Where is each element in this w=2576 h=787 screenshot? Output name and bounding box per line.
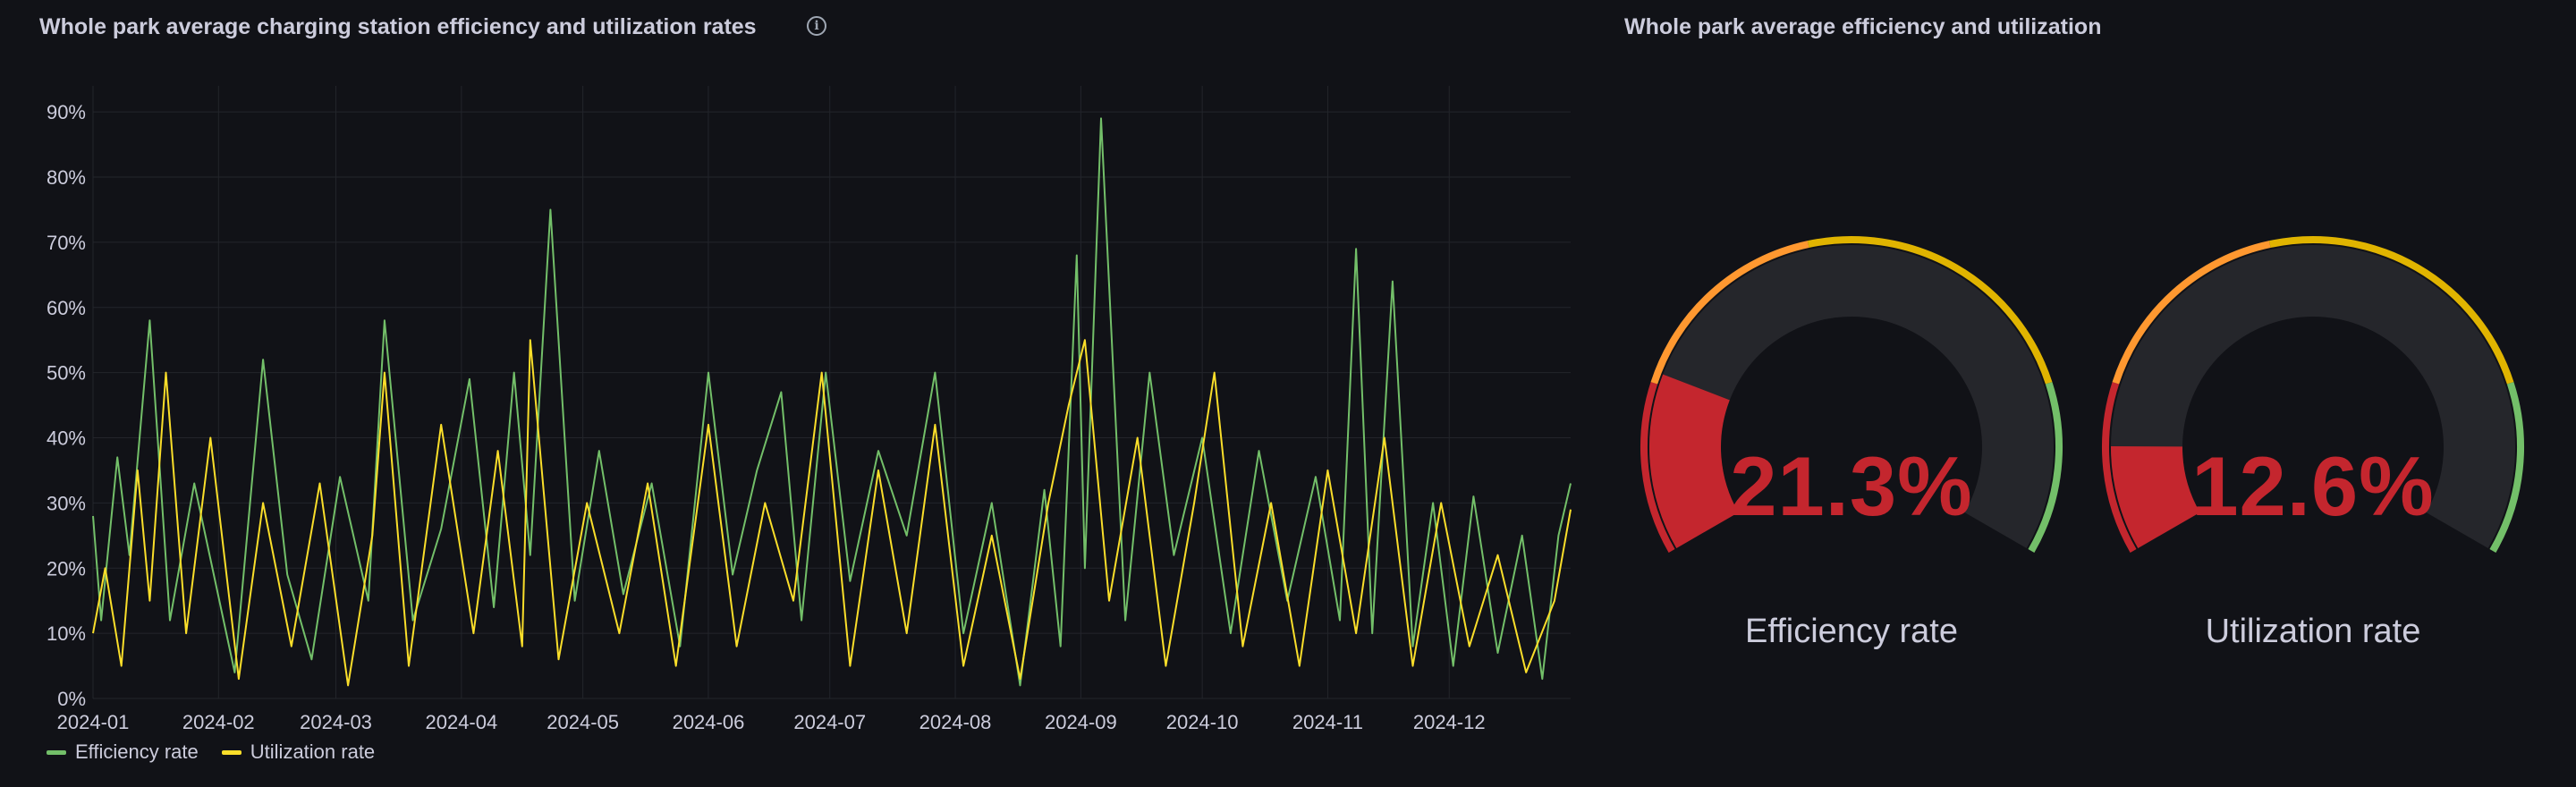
threshold-arc-segment (1650, 241, 1809, 385)
threshold-arc-segment (2101, 382, 2137, 553)
gauge-arc (1640, 236, 2063, 553)
y-tick-label: 30% (47, 492, 86, 514)
y-tick-label: 60% (47, 297, 86, 319)
threshold-arc-segment (1807, 236, 2053, 385)
line-chart: 0% 10% 20% 30% 40% 50% 60% 70% 80% 90% 2024-01 2024… (47, 86, 1572, 733)
timeseries-panel: Whole park average charging station effi… (39, 14, 1572, 764)
x-tick-label: 2024-02 (182, 711, 255, 733)
y-tick-label: 40% (47, 427, 86, 450)
gauge-panel: Whole park average efficiency and utiliz… (1601, 0, 2576, 787)
x-tick-label: 2024-01 (57, 711, 130, 733)
legend-label: Utilization rate (250, 740, 376, 763)
y-tick-label: 80% (47, 166, 86, 189)
x-tick-label: 2024-09 (1045, 711, 1117, 733)
x-tick-label: 2024-04 (425, 711, 497, 733)
y-tick-label: 70% (47, 232, 86, 254)
x-tick-label: 2024-05 (547, 711, 619, 733)
gauge-track (2111, 245, 2515, 548)
gauge-value: 12.6% (2191, 439, 2435, 533)
x-tick-label: 2024-07 (793, 711, 866, 733)
x-tick-label: 2024-03 (300, 711, 372, 733)
x-tick-label: 2024-11 (1292, 711, 1363, 733)
utilization-gauge: 12.6% Utilization rate (2080, 215, 2546, 680)
gauge-value: 21.3% (1730, 439, 1973, 533)
series-line-efficiency (92, 117, 1572, 687)
legend-swatch-efficiency (47, 749, 66, 755)
gauge-label: Utilization rate (2205, 613, 2421, 650)
threshold-arc-segment (2489, 382, 2525, 553)
threshold-arc-segment (1640, 382, 1675, 553)
gauge-value-arc (1649, 374, 1740, 548)
threshold-arc-segment (2112, 241, 2271, 385)
threshold-arc-segment (2028, 382, 2063, 553)
gauge-arc (2101, 236, 2525, 553)
y-tick-label: 10% (47, 622, 86, 645)
y-tick-label: 0% (57, 688, 86, 710)
threshold-arc-segment (2268, 236, 2514, 385)
legend-item-efficiency[interactable]: Efficiency rate (47, 740, 199, 764)
panel-title: Whole park average efficiency and utiliz… (1624, 14, 2102, 39)
legend-item-utilization[interactable]: Utilization rate (221, 740, 376, 764)
gauge-label: Efficiency rate (1745, 613, 1958, 650)
legend-label: Efficiency rate (75, 740, 199, 763)
info-circle-icon[interactable]: i (807, 16, 826, 36)
y-tick-label: 20% (47, 557, 86, 580)
efficiency-gauge: 21.3% Efficiency rate (1619, 215, 2084, 680)
legend-swatch-utilization (221, 749, 242, 755)
y-tick-label: 90% (47, 101, 86, 123)
x-tick-label: 2024-12 (1413, 711, 1486, 733)
chart-legend: Efficiency rate Utilization rate (47, 740, 375, 764)
x-tick-label: 2024-10 (1166, 711, 1239, 733)
x-tick-label: 2024-08 (919, 711, 992, 733)
x-tick-label: 2024-06 (673, 711, 745, 733)
series-line-utilization (92, 339, 1572, 687)
panel-title: Whole park average charging station effi… (39, 14, 757, 39)
y-tick-label: 50% (47, 362, 86, 385)
gauge-value-arc (2110, 445, 2201, 548)
